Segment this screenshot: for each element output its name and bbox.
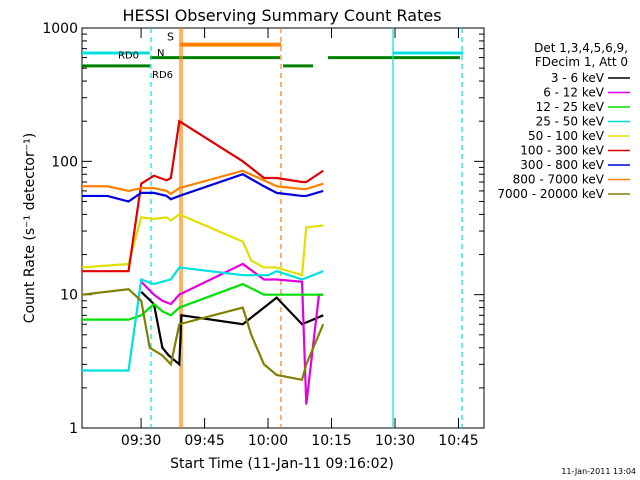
tick-layer: 09:30 09:45 10:00 10:15 10:30 10:45 1 10 100 1000 (42, 21, 484, 449)
series-layer (81, 119, 325, 405)
attenuator-label-n: N (157, 48, 164, 59)
x-tick-label: 10:15 (311, 433, 351, 449)
event-lines: SN RD0 RD6 (82, 28, 463, 428)
legend-item-label: 300 - 800 keV (520, 158, 604, 172)
y-tick-label: 10 (60, 288, 78, 304)
legend-item-label: 6 - 12 keV (543, 86, 605, 100)
series-line-7 (82, 169, 324, 196)
legend: Det 1,3,4,5,6,9,FDecim 1, Att 0 3 - 6 keV… (497, 41, 630, 201)
y-tick-label: 100 (51, 154, 78, 170)
x-tick-label: 10:00 (248, 433, 288, 449)
series-line-5 (82, 119, 324, 273)
series-line-0 (140, 291, 324, 367)
legend-item-label: 12 - 25 keV (536, 100, 605, 114)
legend-item-label: 25 - 50 keV (536, 115, 605, 129)
legend-item-label: 3 - 6 keV (551, 71, 605, 85)
plot-area (81, 27, 485, 429)
series-line-2 (82, 282, 324, 321)
x-tick-label: 09:45 (184, 433, 224, 449)
x-axis-label: Start Time (11-Jan-11 09:16:02) (170, 456, 394, 472)
series-line-8 (81, 287, 325, 382)
legend-header: Det 1,3,4,5,6,9, (534, 41, 628, 55)
x-tick-label: 09:30 (121, 433, 161, 449)
attenuator-label-rd6: RD6 (152, 70, 173, 81)
y-tick-label: 1 (69, 421, 78, 437)
legend-item-label: 7000 - 20000 keV (497, 187, 604, 201)
series-line-4 (81, 213, 324, 277)
y-axis-label: Count Rate (s⁻¹ detector⁻¹) (22, 133, 38, 323)
legend-header: FDecim 1, Att 0 (535, 55, 628, 69)
y-tick-label: 1000 (42, 21, 78, 37)
series-line-1 (140, 262, 324, 405)
legend-item-label: 50 - 100 keV (528, 129, 605, 143)
series-line-6 (82, 173, 324, 203)
legend-item-label: 800 - 7000 keV (513, 173, 605, 187)
attenuator-label-s: S (167, 31, 174, 44)
chart-title: HESSI Observing Summary Count Rates (122, 6, 441, 25)
legend-item-label: 100 - 300 keV (520, 144, 604, 158)
footer-date: 11-Jan-2011 13:04 (561, 467, 636, 476)
x-tick-label: 10:45 (438, 433, 478, 449)
series-line-3 (82, 266, 324, 372)
x-tick-label: 10:30 (375, 433, 415, 449)
attenuator-label-rd0: RD0 (118, 51, 139, 62)
